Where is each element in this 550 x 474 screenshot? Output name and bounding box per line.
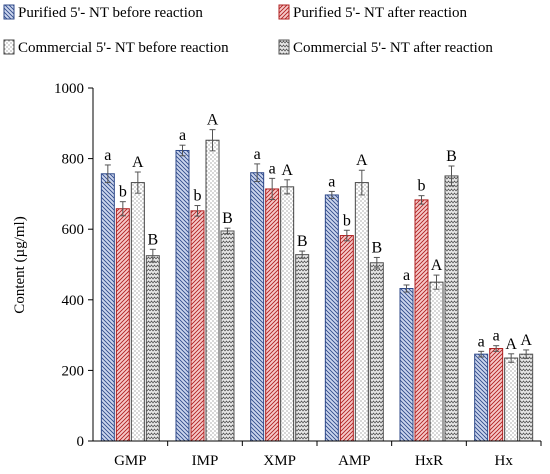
significance-label: a: [478, 333, 485, 350]
bars-layer: [100, 139, 534, 442]
bar: [265, 188, 280, 442]
y-tick-label: 800: [62, 152, 85, 168]
bar: [444, 175, 459, 442]
bar: [519, 353, 534, 442]
x-axis-ticks: GMP IMP XMP AMP HxR Hx: [114, 441, 542, 469]
significance-label: A: [207, 112, 219, 129]
significance-label: A: [520, 332, 532, 349]
legend-item: Commercial 5'- NT before reaction: [3, 39, 229, 56]
significance-label: b: [343, 212, 351, 229]
legend-label: Purified 5'- NT before reaction: [18, 5, 203, 21]
legend-swatch: [278, 4, 290, 20]
x-tick-label: XMP: [263, 453, 296, 469]
significance-label: A: [356, 152, 368, 169]
bar: [145, 255, 160, 442]
legend-item: Purified 5'- NT after reaction: [278, 4, 468, 21]
significance-label: A: [431, 257, 443, 274]
legend-label: Commercial 5'- NT after reaction: [293, 40, 493, 56]
significance-label: A: [281, 162, 293, 179]
significance-label: B: [147, 231, 158, 248]
significance-label: a: [269, 160, 276, 177]
significance-label: b: [418, 178, 426, 195]
y-tick-label: 0: [77, 434, 85, 450]
y-tick-label: 600: [62, 222, 85, 238]
bar: [175, 149, 190, 442]
legend-swatch: [3, 4, 15, 20]
legend-label: Commercial 5'- NT before reaction: [18, 40, 229, 56]
bar: [324, 194, 339, 442]
y-tick-label: 200: [62, 363, 85, 379]
bar: [474, 353, 489, 442]
legend-swatch: [3, 39, 15, 55]
legend: Purified 5'- NT before reaction Purified …: [3, 4, 493, 56]
bar: [190, 210, 205, 442]
significance-label: a: [493, 328, 500, 345]
bar: [369, 262, 384, 442]
y-tick-label: 1000: [54, 81, 84, 97]
bar: [429, 281, 444, 442]
significance-label: b: [194, 188, 202, 205]
x-tick-label: HxR: [415, 453, 443, 469]
bar: [280, 186, 295, 442]
significance-label: a: [254, 146, 261, 163]
significance-label: B: [297, 233, 308, 250]
significance-label: B: [222, 210, 233, 227]
significance-label: B: [446, 148, 457, 165]
x-tick-label: GMP: [114, 453, 147, 469]
bar: [220, 230, 235, 442]
error-bars-layer: [104, 129, 530, 363]
bar: [399, 288, 414, 442]
legend-label: Purified 5'- NT after reaction: [293, 5, 468, 21]
significance-label: a: [179, 127, 186, 144]
bar: [100, 173, 115, 442]
bar: [339, 235, 354, 442]
x-tick-label: Hx: [494, 453, 513, 469]
bar: [504, 357, 519, 442]
bar: [115, 208, 130, 442]
significance-label: A: [505, 336, 517, 353]
bar: [295, 254, 310, 442]
x-tick-label: AMP: [338, 453, 371, 469]
significance-label: a: [403, 267, 410, 284]
significance-label: a: [104, 147, 111, 164]
significance-label: A: [132, 154, 144, 171]
legend-item: Purified 5'- NT before reaction: [3, 4, 203, 21]
bar: [250, 172, 265, 442]
legend-item: Commercial 5'- NT after reaction: [278, 39, 493, 56]
legend-swatch: [278, 39, 290, 55]
y-axis-label: Content (µg/ml): [12, 216, 28, 313]
bar: [414, 199, 429, 442]
significance-label: b: [119, 184, 127, 201]
bar: [489, 348, 504, 442]
significance-label: B: [371, 239, 382, 256]
significance-label: a: [328, 173, 335, 190]
bar: [205, 139, 220, 442]
x-tick-label: IMP: [192, 453, 219, 469]
y-tick-label: 400: [62, 293, 85, 309]
bar: [130, 182, 145, 442]
y-axis-ticks: 0 200 400 600 800 1000: [54, 81, 93, 450]
bar: [354, 182, 369, 442]
